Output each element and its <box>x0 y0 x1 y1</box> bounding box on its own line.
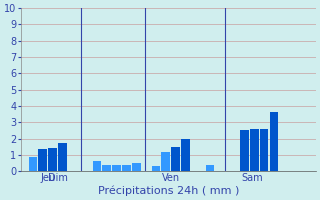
Bar <box>250 129 259 171</box>
Bar <box>171 147 180 171</box>
Bar <box>112 165 121 171</box>
X-axis label: Précipitations 24h ( mm ): Précipitations 24h ( mm ) <box>98 185 239 196</box>
Bar <box>206 165 214 171</box>
Bar <box>58 143 67 171</box>
Bar <box>132 163 140 171</box>
Bar <box>270 112 278 171</box>
Bar <box>28 157 37 171</box>
Bar <box>240 130 249 171</box>
Bar <box>181 139 190 171</box>
Bar <box>102 165 111 171</box>
Bar <box>260 129 268 171</box>
Bar <box>92 161 101 171</box>
Bar <box>38 149 47 171</box>
Bar <box>122 165 131 171</box>
Bar <box>162 152 170 171</box>
Bar <box>152 166 160 171</box>
Bar <box>48 148 57 171</box>
